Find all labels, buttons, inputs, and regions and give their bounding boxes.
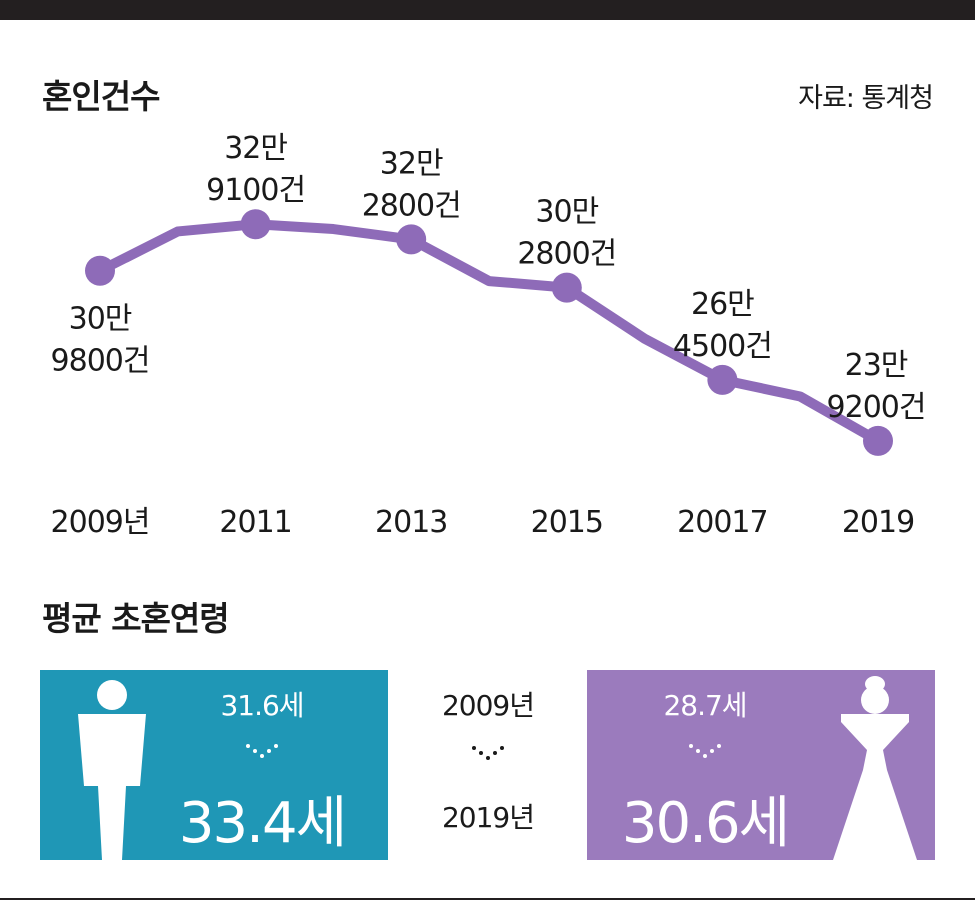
data-label: 23만 [845,348,908,383]
data-point [707,364,738,395]
x-tick-label: 2011 [219,505,291,540]
x-tick-label: 2009년 [51,505,150,540]
series-line [95,219,883,446]
x-tick-label: 2019 [842,505,914,540]
data-label: 9800건 [51,344,150,379]
center-arrow-dots [472,746,504,760]
bottom-rule [0,898,975,900]
data-label: 2800건 [517,237,616,272]
data-label: 32만 [224,131,287,166]
female-age-2019: 30.6세 [621,791,790,856]
top-bar [0,0,975,20]
female-arrow-dots [689,744,721,758]
female-age-2009: 28.7세 [663,689,747,722]
data-point [551,272,582,303]
marriage-count-line-chart: 30만 9800건 2009년 32만 9100건 2011 32만 2800건 2013 30만… [51,131,927,540]
data-point [85,255,115,286]
data-label: 9100건 [206,173,305,208]
data-point [863,425,893,456]
age-year-to: 2019년 [441,801,535,834]
male-age-2009: 31.6세 [220,689,304,722]
age-year-from: 2009년 [441,689,535,722]
x-tick-label: 2013 [375,505,447,540]
male-age-2019: 33.4세 [178,791,347,856]
x-tick-label: 20017 [677,505,767,540]
age-section-title: 평균 초혼연령 [42,599,230,638]
data-point [396,224,427,255]
data-label: 32만 [380,146,443,181]
male-age-box: 31.6세 33.4세 [40,670,388,860]
data-point [240,209,271,240]
data-label: 30만 [69,302,132,337]
data-label: 2800건 [362,188,461,223]
chart-title: 혼인건수 [42,77,160,116]
data-label: 30만 [535,195,598,230]
data-label: 4500건 [673,329,772,364]
woman-icon [833,676,917,860]
data-label: 9200건 [827,390,926,425]
man-icon [78,680,146,860]
source-label: 자료: 통계청 [798,83,934,114]
data-label: 26만 [691,287,754,322]
female-age-box: 28.7세 30.6세 [587,670,935,860]
x-tick-label: 2015 [531,505,603,540]
male-arrow-dots [246,744,278,758]
